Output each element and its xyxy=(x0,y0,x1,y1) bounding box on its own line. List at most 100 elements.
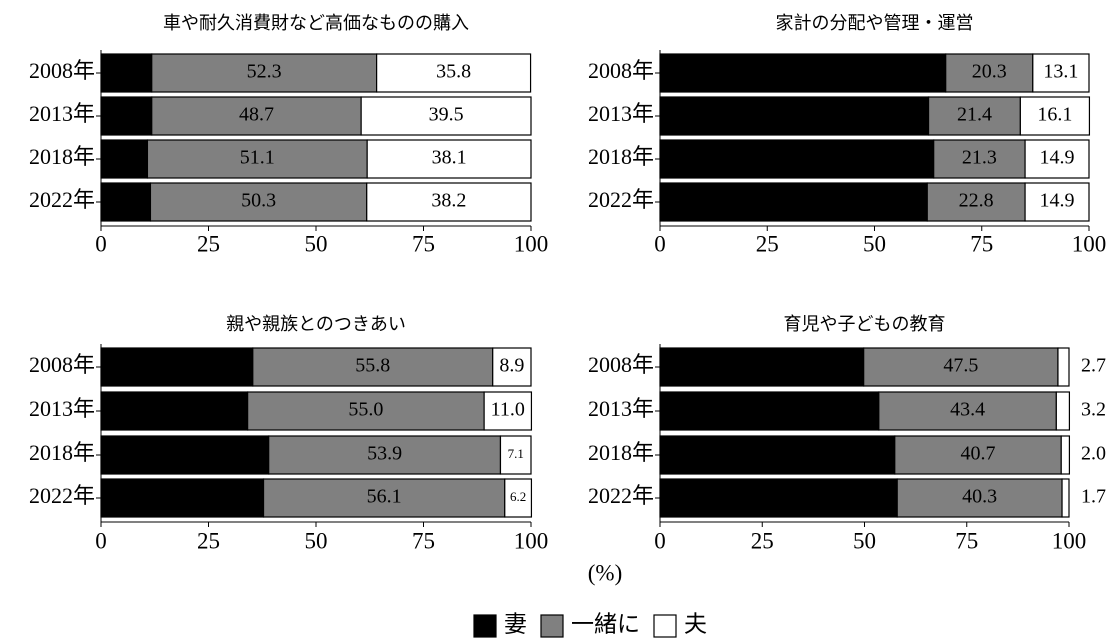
value-label: 43.4 xyxy=(950,399,985,421)
x-tick-label: 75 xyxy=(412,528,435,553)
x-tick-label: 0 xyxy=(95,231,107,256)
x-tick-label: 75 xyxy=(412,231,435,256)
bar-segment xyxy=(1019,96,1091,136)
y-tick-label: 2008年 xyxy=(29,58,95,83)
value-label: 55.8 xyxy=(355,355,390,377)
bar-segment xyxy=(366,139,532,179)
value-label: 49.8 xyxy=(744,355,779,377)
value-label: 20.3 xyxy=(972,61,1007,83)
x-tick-label: 0 xyxy=(654,528,666,553)
value-label: 11.8 xyxy=(109,61,143,83)
bar-segment xyxy=(659,139,935,179)
value-label: 40.3 xyxy=(962,486,997,508)
chart-title: 親や親族とのつきあい xyxy=(226,314,406,334)
x-tick-label: 100 xyxy=(514,231,549,256)
value-label: 51.1 xyxy=(240,147,275,169)
legend-swatch xyxy=(653,614,677,638)
value-label: 62.3 xyxy=(776,190,811,212)
x-axis-label: (%) xyxy=(588,560,622,585)
bar-segment xyxy=(659,182,928,222)
bar-segment xyxy=(896,478,1063,518)
bar-segment xyxy=(100,53,153,93)
bar-segment xyxy=(100,435,270,475)
y-tick-label: 2008年 xyxy=(588,58,654,83)
bar-segment xyxy=(262,478,506,518)
value-label: 3.2 xyxy=(1081,399,1106,421)
bar-segment xyxy=(894,435,1062,475)
y-tick-label: 2018年 xyxy=(588,144,654,169)
value-label: 38.1 xyxy=(432,147,467,169)
y-tick-label: 2022年 xyxy=(29,483,95,508)
bar-segment xyxy=(483,391,533,431)
bar-segment xyxy=(927,96,1021,136)
value-label: 48.7 xyxy=(239,104,274,126)
bar-segment xyxy=(1032,53,1090,93)
value-label: 14.9 xyxy=(1040,147,1075,169)
value-label: 40.7 xyxy=(960,443,995,465)
value-label: 52.3 xyxy=(247,61,282,83)
bar-segment xyxy=(151,53,378,93)
bar-segment xyxy=(100,347,254,387)
bar-segment xyxy=(1055,391,1071,431)
value-label: 35.3 xyxy=(159,355,194,377)
legend-label: 妻 xyxy=(504,611,527,636)
value-label: 53.9 xyxy=(367,443,402,465)
y-tick-label: 2013年 xyxy=(588,101,654,126)
value-label: 62.6 xyxy=(777,104,812,126)
bar-segment xyxy=(659,391,880,431)
bar-segment xyxy=(1057,347,1070,387)
value-label: 11.8 xyxy=(109,104,143,126)
value-label: 21.3 xyxy=(962,147,997,169)
value-label: 7.1 xyxy=(508,446,524,461)
bar-segment xyxy=(252,347,494,387)
bar-segment xyxy=(100,139,149,179)
y-tick-label: 2013年 xyxy=(588,396,654,421)
bar-segment xyxy=(1060,435,1071,475)
x-tick-label: 100 xyxy=(1052,528,1087,553)
y-tick-label: 2018年 xyxy=(29,440,95,465)
bar-segment xyxy=(926,182,1026,222)
bar-segment xyxy=(1061,478,1070,518)
value-label: 16.1 xyxy=(1037,104,1072,126)
y-tick-label: 2018年 xyxy=(29,144,95,169)
value-label: 14.9 xyxy=(1040,190,1075,212)
value-label: 21.4 xyxy=(957,104,992,126)
bar-segment xyxy=(100,391,249,431)
bar-segment xyxy=(100,478,265,518)
y-tick-label: 2013年 xyxy=(29,101,95,126)
value-label: 2.0 xyxy=(1081,443,1106,465)
legend-label: 夫 xyxy=(684,611,707,636)
value-label: 58.0 xyxy=(761,486,796,508)
bar-segment xyxy=(659,478,898,518)
x-tick-label: 50 xyxy=(305,528,328,553)
legend-label: 一緒に xyxy=(571,611,640,636)
chart-title: 育児や子どもの教育 xyxy=(784,314,946,334)
bar-segment xyxy=(878,391,1057,431)
bar-segment xyxy=(149,182,368,222)
bar-segment xyxy=(945,53,1034,93)
y-tick-label: 2008年 xyxy=(29,352,95,377)
value-label: 53.5 xyxy=(752,399,787,421)
bar-segment xyxy=(659,435,896,475)
x-tick-label: 25 xyxy=(197,528,220,553)
bar-segment xyxy=(268,435,502,475)
x-tick-label: 75 xyxy=(955,528,978,553)
legend-swatch xyxy=(540,614,564,638)
value-label: 39.5 xyxy=(429,104,464,126)
x-tick-label: 0 xyxy=(654,231,666,256)
y-tick-label: 2022年 xyxy=(29,187,95,212)
value-label: 57.4 xyxy=(760,443,795,465)
value-label: 55.0 xyxy=(348,399,383,421)
bar-segment xyxy=(1024,139,1090,179)
value-label: 37.8 xyxy=(165,486,200,508)
bar-segment xyxy=(376,53,532,93)
x-tick-label: 100 xyxy=(514,528,549,553)
bar-segment xyxy=(659,96,930,136)
y-tick-label: 2018年 xyxy=(588,440,654,465)
value-label: 63.8 xyxy=(779,147,814,169)
x-tick-label: 50 xyxy=(863,231,886,256)
x-tick-label: 75 xyxy=(970,231,993,256)
bar-segment xyxy=(492,347,532,387)
legend-swatch xyxy=(473,614,497,638)
bar-segment xyxy=(366,182,532,222)
